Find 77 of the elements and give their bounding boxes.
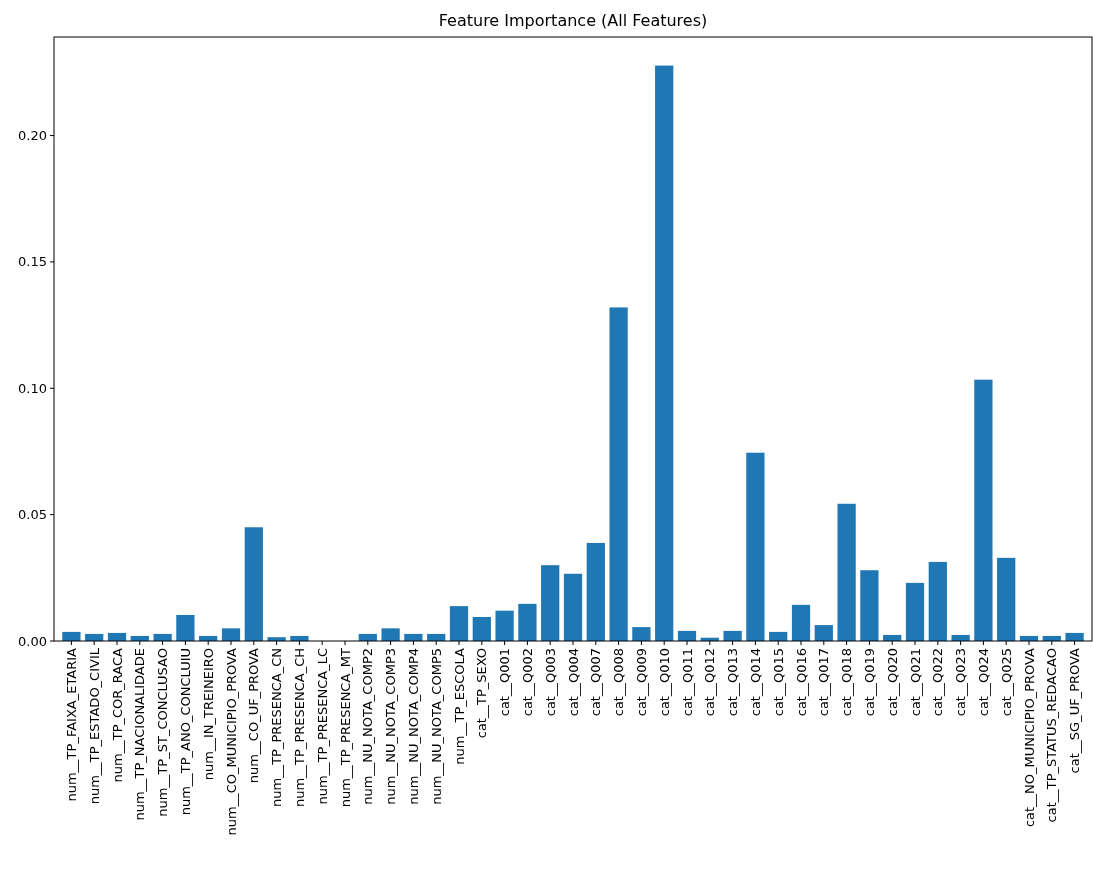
x-tick-label: num__TP_COR_RACA <box>109 647 125 783</box>
bar <box>449 606 469 641</box>
bar <box>837 503 856 641</box>
bar <box>814 625 833 641</box>
x-tick-label: num__TP_NACIONALIDADE <box>132 648 148 821</box>
bar <box>244 527 263 641</box>
bar <box>655 65 674 641</box>
x-tick-label: cat__Q013 <box>725 648 741 717</box>
x-tick-label: num__TP_ANO_CONCLUIU <box>177 648 193 816</box>
x-tick-label: cat__Q024 <box>975 648 991 717</box>
x-tick-label: cat__Q019 <box>861 648 877 717</box>
x-tick-label: num__NU_NOTA_COMP5 <box>428 648 444 805</box>
y-tick-label: 0.20 <box>18 128 47 144</box>
bar <box>518 603 537 641</box>
x-tick-label: num__NU_NOTA_COMP2 <box>360 648 376 805</box>
x-tick-label: num__TP_FAIXA_ETARIA <box>63 647 79 802</box>
x-tick-label: cat__Q003 <box>542 648 558 717</box>
x-tick-label: num__TP_PRESENCA_MT <box>337 647 353 808</box>
chart-title: Feature Importance (All Features) <box>438 11 708 30</box>
x-tick-label: num__CO_MUNICIPIO_PROVA <box>223 647 239 836</box>
x-tick-label: cat__Q002 <box>519 648 535 717</box>
x-tick-label: cat__Q016 <box>793 648 809 717</box>
x-tick-label: cat__Q018 <box>839 648 855 717</box>
x-tick-label: num__TP_ESCOLA <box>451 647 467 765</box>
x-tick-label: num__TP_ESTADO_CIVIL <box>86 647 102 805</box>
y-tick-label: 0.10 <box>18 380 47 396</box>
bar <box>176 614 195 641</box>
bar <box>746 452 765 641</box>
x-tick-label: cat__Q004 <box>565 648 581 717</box>
x-tick-label: cat__TP_SEXO <box>474 648 490 739</box>
x-tick-label: cat__Q017 <box>816 648 832 717</box>
x-tick-label: num__TP_ST_CONCLUSAO <box>155 648 171 817</box>
x-tick-label: num__IN_TREINEIRO <box>200 648 216 781</box>
bar <box>905 582 925 641</box>
x-tick-label: cat__NO_MUNICIPIO_PROVA <box>1021 647 1037 828</box>
x-tick-label: num__TP_PRESENCA_CN <box>269 648 285 807</box>
x-tick-label: cat__SG_UF_PROVA <box>1067 647 1083 774</box>
bar <box>974 379 993 641</box>
bar <box>1065 632 1084 641</box>
y-tick-label: 0.00 <box>18 633 47 649</box>
x-tick-label: cat__Q023 <box>953 648 969 717</box>
x-tick-label: cat__Q011 <box>679 648 695 717</box>
x-tick-label: num__CO_UF_PROVA <box>246 647 262 784</box>
x-tick-label: cat__Q009 <box>633 648 649 717</box>
y-tick-label: 0.05 <box>18 507 47 523</box>
x-tick-label: num__TP_PRESENCA_CH <box>291 648 307 808</box>
bar <box>791 604 811 641</box>
x-tick-label: cat__Q025 <box>998 648 1014 717</box>
bar <box>609 307 628 641</box>
x-tick-label: cat__Q021 <box>907 648 923 717</box>
bar <box>723 630 742 641</box>
x-tick-label: cat__Q008 <box>611 648 627 717</box>
bar <box>381 628 400 641</box>
x-tick-label: num__NU_NOTA_COMP3 <box>383 648 399 805</box>
bar <box>221 628 241 641</box>
bar <box>860 570 879 641</box>
bar <box>62 631 81 641</box>
x-tick-label: cat__Q022 <box>930 648 946 717</box>
bar <box>997 557 1016 641</box>
x-tick-label: cat__Q014 <box>747 648 763 717</box>
bar <box>632 627 651 641</box>
bar <box>541 565 560 641</box>
x-tick-label: num__NU_NOTA_COMP4 <box>405 648 421 805</box>
x-tick-label: num__TP_PRESENCA_LC <box>314 648 330 805</box>
x-tick-label: cat__Q001 <box>497 648 513 717</box>
bar <box>472 616 491 641</box>
bar <box>563 573 583 641</box>
x-tick-label: cat__Q020 <box>884 648 900 717</box>
x-tick-label: cat__Q015 <box>770 648 786 717</box>
y-tick-label: 0.15 <box>18 254 47 270</box>
x-tick-label: cat__Q007 <box>588 648 604 717</box>
x-tick-label: cat__Q012 <box>702 648 718 717</box>
x-tick-label: cat__Q010 <box>656 648 672 717</box>
bar <box>928 561 947 641</box>
bar <box>495 610 514 641</box>
x-tick-label: cat__TP_STATUS_REDACAO <box>1044 648 1060 823</box>
bar <box>586 542 605 641</box>
